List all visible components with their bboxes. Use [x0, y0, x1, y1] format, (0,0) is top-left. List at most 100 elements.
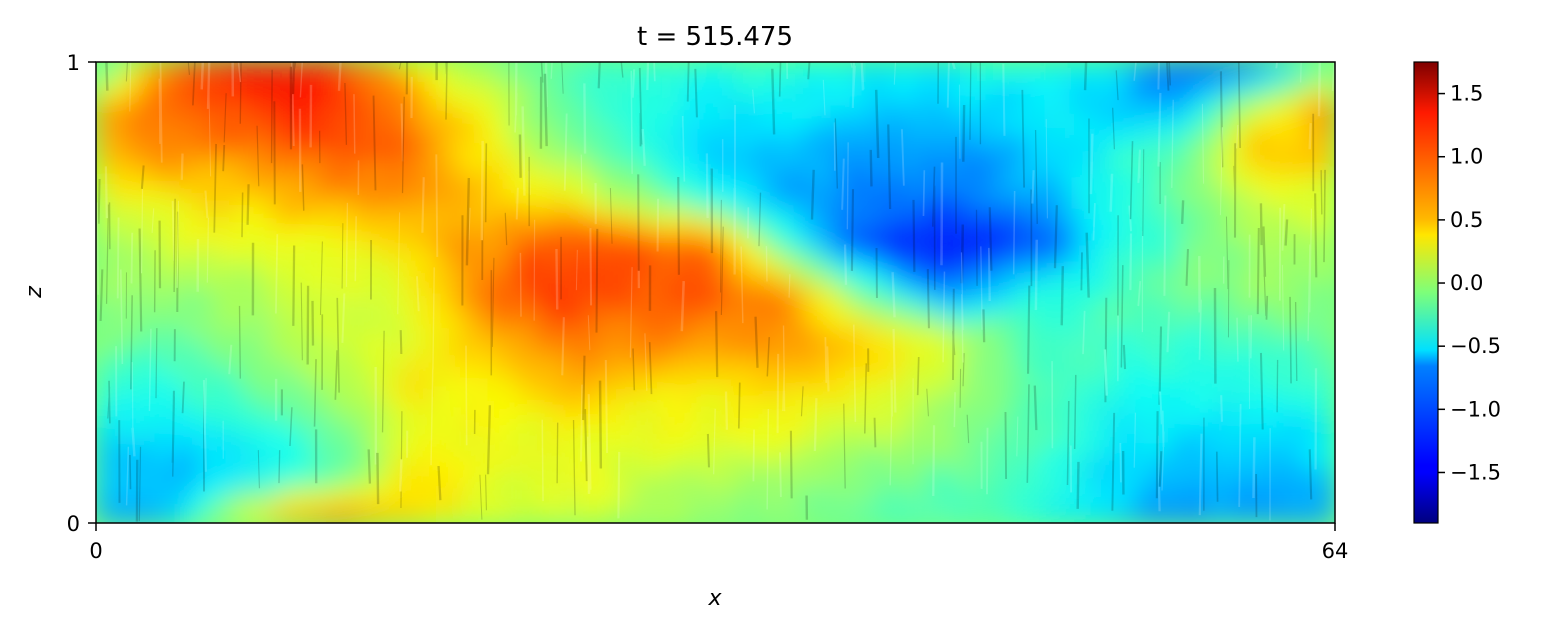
heatmap-cell	[714, 360, 730, 375]
heatmap-cell	[185, 464, 201, 478]
heatmap-streak	[617, 451, 621, 519]
heatmap-cell	[417, 95, 433, 110]
heatmap-cell	[340, 279, 356, 294]
heatmap-cell	[120, 418, 136, 432]
heatmap-cell	[378, 176, 394, 190]
heatmap-cell	[288, 153, 304, 167]
heatmap-cell	[740, 314, 756, 329]
heatmap-cell	[120, 372, 136, 386]
heatmap-cell	[146, 199, 162, 213]
heatmap-cell	[908, 118, 923, 133]
heatmap-cell	[830, 487, 846, 501]
heatmap-cell	[933, 164, 949, 179]
heatmap-cell	[430, 268, 446, 282]
colorbar-tick-label: 1.5	[1450, 82, 1483, 106]
heatmap-cell	[1321, 222, 1335, 236]
heatmap-cell	[675, 441, 691, 455]
heatmap-cell	[327, 487, 343, 501]
heatmap-cell	[185, 130, 201, 144]
heatmap-cell	[649, 176, 665, 190]
heatmap-cell	[649, 118, 665, 133]
heatmap-cell	[482, 337, 498, 352]
heatmap-cell	[1217, 268, 1233, 282]
heatmap-cell	[753, 176, 769, 190]
heatmap-cell	[1050, 372, 1065, 386]
heatmap-cell	[972, 153, 988, 167]
heatmap-cell	[417, 118, 433, 133]
heatmap-cell	[817, 222, 833, 236]
heatmap-cell	[1037, 487, 1053, 501]
heatmap-cell	[998, 326, 1014, 340]
heatmap-cell	[1282, 176, 1298, 190]
heatmap-cell	[959, 383, 975, 398]
heatmap-cell	[443, 233, 459, 248]
heatmap-cell	[1075, 464, 1091, 478]
heatmap-cell	[1050, 349, 1065, 363]
heatmap-cell	[598, 314, 614, 329]
heatmap-cell	[133, 464, 149, 478]
heatmap-cell	[301, 314, 317, 329]
heatmap-cell	[817, 62, 833, 75]
heatmap-cell	[275, 498, 291, 513]
heatmap-cell	[985, 291, 1001, 306]
heatmap-cell	[714, 452, 730, 467]
heatmap-cell	[972, 429, 988, 444]
heatmap-cell	[1179, 187, 1195, 202]
heatmap-cell	[508, 360, 523, 375]
heatmap-cell	[1230, 187, 1246, 202]
heatmap-cell	[830, 498, 846, 513]
heatmap-cell	[1153, 464, 1169, 478]
heatmap-streak	[1180, 200, 1185, 225]
heatmap-cell	[249, 475, 265, 490]
heatmap-cell	[1269, 199, 1285, 213]
heatmap-cell	[301, 164, 317, 179]
heatmap-cell	[662, 441, 678, 455]
heatmap-cell	[366, 337, 381, 352]
heatmap-streak	[1263, 274, 1267, 316]
heatmap-cell	[701, 326, 717, 340]
heatmap-cell	[598, 360, 614, 375]
heatmap-cell	[1127, 222, 1143, 236]
heatmap-cell	[766, 395, 782, 409]
heatmap-cell	[1308, 268, 1324, 282]
heatmap-cell	[236, 245, 252, 259]
heatmap-cell	[482, 372, 498, 386]
heatmap-cell	[224, 360, 239, 375]
heatmap-cell	[1024, 84, 1040, 98]
heatmap-cell	[791, 487, 807, 501]
heatmap-cell	[366, 406, 381, 421]
heatmap-cell	[417, 164, 433, 179]
heatmap-cell	[469, 452, 485, 467]
heatmap-streak	[543, 73, 548, 147]
heatmap-cell	[1179, 62, 1195, 75]
heatmap-cell	[417, 153, 433, 167]
heatmap-cell	[766, 464, 782, 478]
heatmap-cell	[791, 475, 807, 490]
heatmap-cell	[1088, 326, 1104, 340]
heatmap-cell	[520, 233, 536, 248]
heatmap-cell	[985, 95, 1001, 110]
heatmap-cell	[1088, 510, 1104, 523]
heatmap-cell	[1024, 464, 1040, 478]
heatmap-cell	[236, 268, 252, 282]
heatmap-cell	[766, 475, 782, 490]
heatmap-cell	[482, 279, 498, 294]
heatmap-cell	[1140, 256, 1156, 271]
heatmap-cell	[456, 360, 472, 375]
heatmap-cell	[404, 130, 420, 144]
heatmap-cell	[624, 464, 640, 478]
heatmap-cell	[649, 326, 665, 340]
heatmap-cell	[598, 441, 614, 455]
heatmap-cell	[921, 233, 936, 248]
heatmap-cell	[740, 452, 756, 467]
heatmap-cell	[572, 256, 588, 271]
heatmap-cell	[546, 314, 562, 329]
heatmap-streak	[1104, 297, 1108, 403]
heatmap-cell	[1024, 406, 1040, 421]
heatmap-cell	[1256, 210, 1272, 225]
heatmap-cell	[611, 72, 627, 87]
heatmap-cell	[611, 360, 627, 375]
heatmap-cell	[998, 452, 1014, 467]
heatmap-cell	[301, 84, 317, 98]
heatmap-cell	[1269, 464, 1285, 478]
